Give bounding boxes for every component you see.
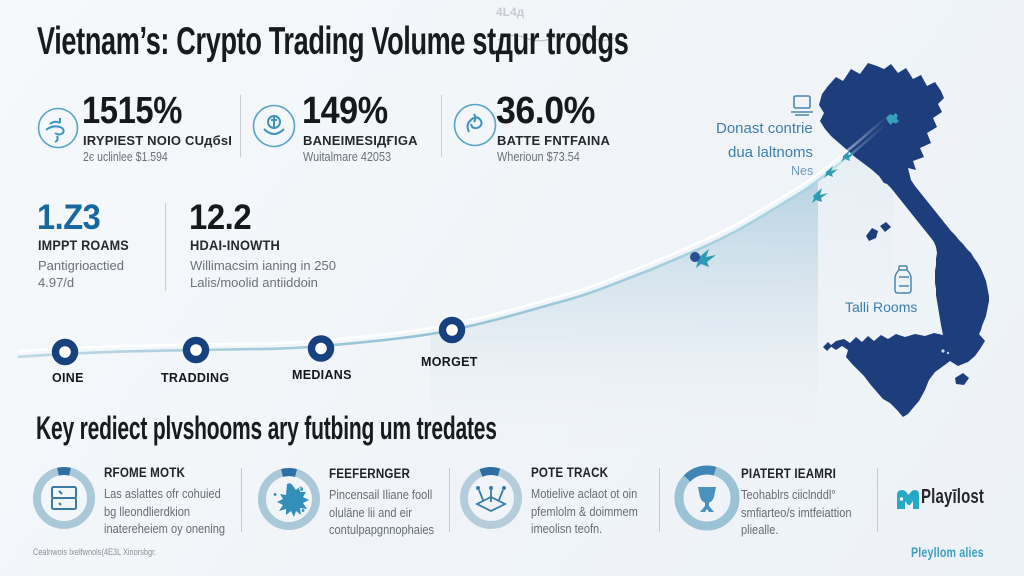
svg-text:4L4д: 4L4д [496, 5, 525, 19]
